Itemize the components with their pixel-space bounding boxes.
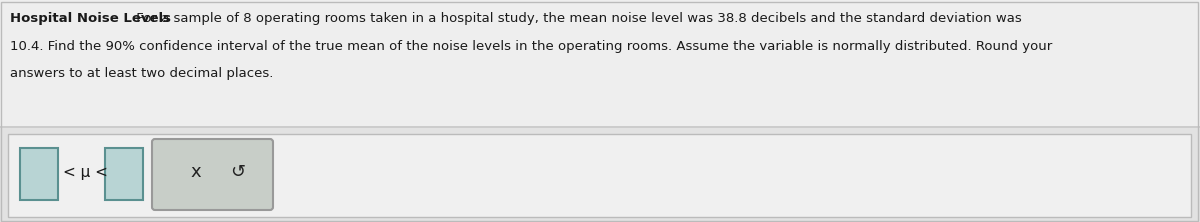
FancyBboxPatch shape: [152, 139, 274, 210]
Text: x: x: [191, 163, 202, 181]
Bar: [0, 0, 1200, 127]
Bar: [0, 127, 1200, 222]
FancyBboxPatch shape: [106, 148, 143, 200]
Text: For a sample of 8 operating rooms taken in a hospital study, the mean noise leve: For a sample of 8 operating rooms taken …: [132, 12, 1021, 25]
Bar: [0, 127, 1200, 128]
Text: 10.4. Find the 90% confidence interval of the true mean of the noise levels in t: 10.4. Find the 90% confidence interval o…: [10, 40, 1052, 53]
FancyBboxPatch shape: [20, 148, 58, 200]
Text: answers to at least two decimal places.: answers to at least two decimal places.: [10, 67, 274, 80]
Text: Hospital Noise Levels: Hospital Noise Levels: [10, 12, 172, 25]
FancyBboxPatch shape: [8, 134, 1190, 217]
Text: ↺: ↺: [230, 163, 246, 181]
Text: < μ <: < μ <: [64, 165, 108, 180]
